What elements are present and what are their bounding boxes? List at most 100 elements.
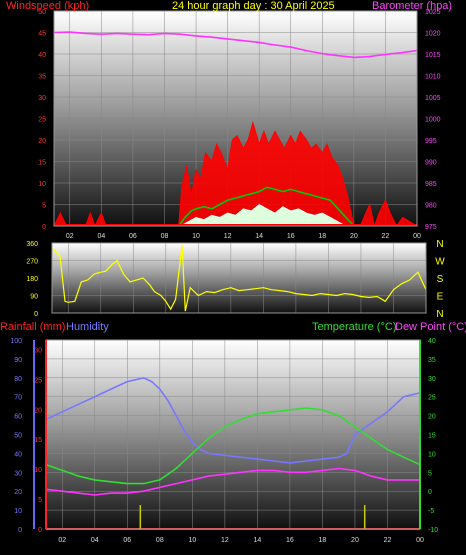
dewpoint-series bbox=[45, 467, 420, 496]
compass-label: N bbox=[436, 239, 443, 250]
temp-x-tick-label: 08 bbox=[156, 537, 164, 544]
temp-x-tick-label: 22 bbox=[384, 537, 392, 544]
barometer-tick-label: 1010 bbox=[425, 74, 441, 81]
wind-x-tick-label: 14 bbox=[255, 233, 263, 240]
direction-tick-label: 180 bbox=[26, 276, 38, 283]
barometer-tick-label: 1005 bbox=[425, 95, 441, 102]
wind-tick-label: 30 bbox=[38, 95, 46, 102]
wind-tick-label: 5 bbox=[42, 203, 46, 210]
humidity-tick-label: 80 bbox=[14, 376, 22, 383]
rain-tick-label: 10 bbox=[34, 467, 42, 474]
temp-tick-label: 30 bbox=[428, 376, 436, 383]
dewpoint-title: Dew Point (°C) bbox=[395, 321, 466, 333]
temp-x-tick-label: 14 bbox=[253, 537, 261, 544]
wind-x-tick-label: 12 bbox=[224, 233, 232, 240]
rain-tick-label: 5 bbox=[38, 497, 42, 504]
temp-tick-label: 35 bbox=[428, 357, 436, 364]
wind-tick-label: 10 bbox=[38, 181, 46, 188]
barometer-tick-label: 1000 bbox=[425, 117, 441, 124]
temp-x-tick-label: 02 bbox=[58, 537, 66, 544]
wind-x-tick-label: 20 bbox=[350, 233, 358, 240]
humidity-tick-label: 0 bbox=[18, 527, 22, 534]
temp-x-tick-label: 20 bbox=[351, 537, 359, 544]
barometer-tick-label: 985 bbox=[425, 181, 437, 188]
wind-x-tick-label: 08 bbox=[161, 233, 169, 240]
compass-label: N bbox=[436, 309, 443, 320]
direction-tick-label: 90 bbox=[30, 294, 38, 301]
wind-tick-label: 0 bbox=[42, 224, 46, 231]
barometer-tick-label: 975 bbox=[425, 224, 437, 231]
wind-x-tick-label: 00 bbox=[413, 233, 421, 240]
humidity-title: Humidity bbox=[66, 321, 109, 333]
humidity-tick-label: 50 bbox=[14, 433, 22, 440]
temperature-series bbox=[45, 407, 421, 485]
wind-tick-label: 25 bbox=[38, 117, 46, 124]
wind-tick-label: 40 bbox=[38, 52, 46, 59]
rain-tick-label: 20 bbox=[34, 407, 42, 414]
temp-tick-label: -10 bbox=[428, 527, 438, 534]
wind-plot-border bbox=[53, 10, 418, 227]
temp-tick-label: 0 bbox=[428, 489, 432, 496]
direction-plot-border bbox=[51, 242, 427, 314]
wind-tick-label: 45 bbox=[38, 31, 46, 38]
temp-x-ticks: 02 04 06 08 10 12 14 16 18 20 22 00 bbox=[58, 537, 424, 544]
temp-x-tick-label: 10 bbox=[188, 537, 196, 544]
temp-tick-label: 15 bbox=[428, 433, 436, 440]
direction-axis-ticks: 0 90 180 270 360 bbox=[26, 241, 38, 318]
direction-tick-label: 0 bbox=[34, 311, 38, 318]
temp-tick-label: -5 bbox=[428, 508, 434, 515]
temp-x-tick-label: 00 bbox=[416, 537, 424, 544]
rain-tick-label: 0 bbox=[38, 527, 42, 534]
wind-tick-label: 20 bbox=[38, 138, 46, 145]
barometer-tick-label: 990 bbox=[425, 160, 437, 167]
temp-tick-label: 5 bbox=[428, 470, 432, 477]
rain-tick-label: 15 bbox=[34, 437, 42, 444]
humidity-tick-label: 30 bbox=[14, 470, 22, 477]
temp-x-tick-label: 06 bbox=[123, 537, 131, 544]
temp-tick-label: 40 bbox=[428, 338, 436, 345]
temp-tick-label: 10 bbox=[428, 451, 436, 458]
wind-axis-ticks: 0 5 10 15 20 25 30 35 40 45 50 bbox=[38, 9, 46, 231]
wind-x-ticks: 02 04 06 08 10 12 14 16 18 20 22 00 bbox=[66, 233, 421, 240]
wind_avg-series bbox=[178, 186, 355, 227]
humidity-tick-label: 70 bbox=[14, 395, 22, 402]
temp-axis-ticks: -10 -5 0 5 10 15 20 25 30 35 40 bbox=[428, 338, 438, 534]
barometer-tick-label: 995 bbox=[425, 138, 437, 145]
humidity-tick-label: 20 bbox=[14, 489, 22, 496]
barometer-tick-label: 1015 bbox=[425, 52, 441, 59]
barometer-title: Barometer (hpa) bbox=[372, 0, 452, 12]
barometer-tick-label: 1020 bbox=[425, 31, 441, 38]
direction-series bbox=[51, 244, 427, 312]
humidity-tick-label: 100 bbox=[10, 338, 22, 345]
humidity-series bbox=[45, 376, 421, 464]
humidity-tick-label: 90 bbox=[14, 357, 22, 364]
humidity-axis-ticks: 0 10 20 30 40 50 60 70 80 90 100 bbox=[10, 338, 22, 534]
humidity-tick-label: 10 bbox=[14, 508, 22, 515]
wind-title: Windspeed (kph) bbox=[6, 0, 89, 12]
wind-series bbox=[53, 31, 419, 228]
wind-x-tick-label: 22 bbox=[382, 233, 390, 240]
date-title: 24 hour graph day : 30 April 2025 bbox=[172, 0, 335, 12]
barometer-tick-label: 1025 bbox=[425, 9, 441, 16]
temp-tick-label: 25 bbox=[428, 395, 436, 402]
humidity-tick-label: 60 bbox=[14, 414, 22, 421]
temperature-title: Temperature (°C) bbox=[312, 321, 396, 333]
humidity-tick-label: 40 bbox=[14, 451, 22, 458]
gust-series bbox=[53, 120, 419, 228]
wind-x-tick-label: 04 bbox=[97, 233, 105, 240]
barometer-axis-ticks: 975 980 985 990 995 1000 1005 1010 1015 1020 1025 bbox=[425, 9, 441, 231]
wind-x-tick-label: 02 bbox=[66, 233, 74, 240]
wind-tick-label: 15 bbox=[38, 160, 46, 167]
wind-x-tick-label: 10 bbox=[192, 233, 200, 240]
direction-tick-label: 270 bbox=[26, 259, 38, 266]
temp-x-tick-label: 04 bbox=[91, 537, 99, 544]
rain-tick-label: 25 bbox=[34, 377, 42, 384]
compass-label: W bbox=[435, 257, 445, 268]
rain-tick-label: 30 bbox=[34, 347, 42, 354]
temp-x-tick-label: 12 bbox=[221, 537, 229, 544]
temp-x-tick-label: 16 bbox=[286, 537, 294, 544]
wind-tick-label: 35 bbox=[38, 74, 46, 81]
wind-low-series bbox=[180, 204, 347, 227]
temp-x-tick-label: 18 bbox=[319, 537, 327, 544]
